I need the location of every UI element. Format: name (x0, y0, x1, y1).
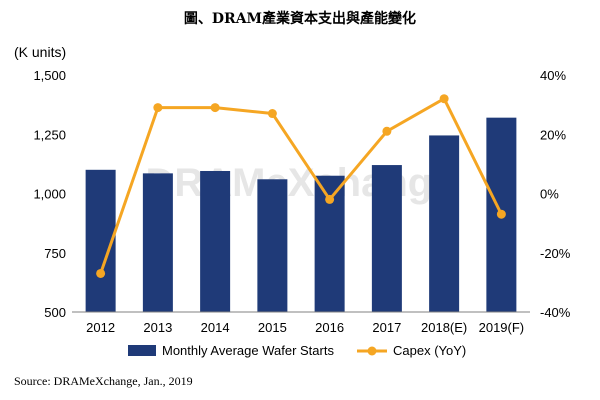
x-axis-tick-label: 2012 (86, 320, 115, 335)
legend-label-bar: Monthly Average Wafer Starts (162, 343, 334, 358)
right-axis-tick-label: -20% (540, 246, 571, 261)
x-axis-tick-label: 2014 (201, 320, 230, 335)
source-note: Source: DRAMeXchange, Jan., 2019 (14, 374, 193, 388)
x-axis-tick-label: 2019(F) (479, 320, 525, 335)
left-axis-tick-label: 500 (44, 305, 66, 320)
right-axis-tick-label: 20% (540, 127, 566, 142)
x-axis-tick-label: 2015 (258, 320, 287, 335)
bar-wafer-starts (200, 170, 231, 312)
x-axis-tick-label: 2018(E) (421, 320, 467, 335)
capex-point (325, 194, 335, 204)
right-axis-tick-label: 40% (540, 68, 566, 83)
capex-point (153, 103, 163, 113)
left-axis-tick-label: 1,500 (33, 68, 66, 83)
bar-wafer-starts (429, 135, 460, 312)
legend-swatch-marker (367, 346, 377, 356)
capex-point (210, 103, 220, 113)
bar-wafer-starts (257, 179, 288, 312)
right-axis-tick-label: 0% (540, 187, 559, 202)
bar-wafer-starts (371, 165, 402, 312)
right-axis-tick-label: -40% (540, 305, 571, 320)
x-axis-tick-label: 2013 (143, 320, 172, 335)
left-axis-unit: (K units) (14, 44, 67, 60)
capex-point (267, 109, 277, 119)
watermark-text: DRAMeXchange (146, 161, 455, 205)
left-axis-tick-label: 1,000 (33, 187, 66, 202)
chart-title: 圖、DRAM產業資本支出與產能變化 (183, 11, 417, 27)
capex-point (382, 126, 392, 136)
legend-label-line: Capex (YoY) (393, 343, 466, 358)
left-axis-tick-label: 1,250 (33, 127, 66, 142)
capex-point (496, 209, 506, 219)
legend-swatch-bar (128, 345, 156, 356)
bar-wafer-starts (142, 173, 173, 312)
left-axis-tick-label: 750 (44, 246, 66, 261)
capex-point (439, 94, 449, 104)
x-axis-tick-label: 2017 (372, 320, 401, 335)
x-axis-tick-label: 2016 (315, 320, 344, 335)
capex-line (99, 97, 503, 274)
capex-point (96, 268, 106, 278)
